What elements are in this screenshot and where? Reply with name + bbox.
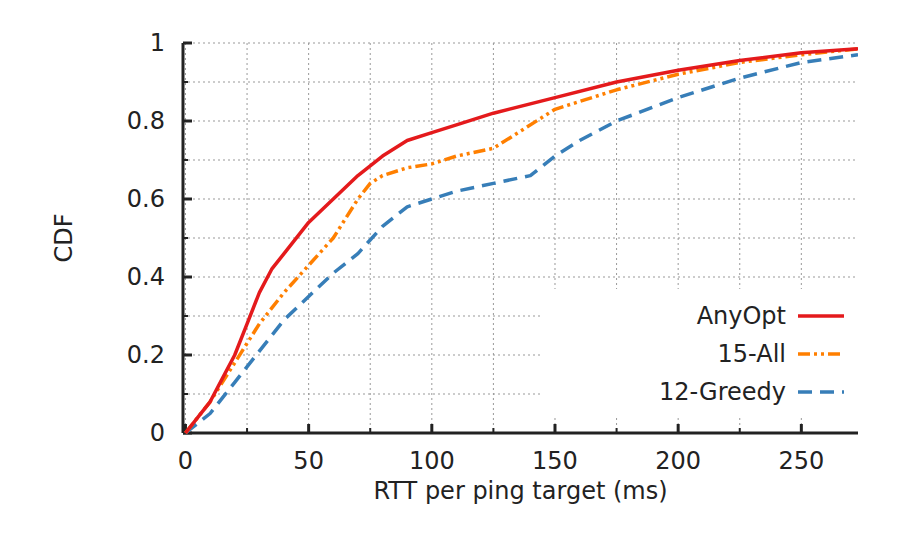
legend-label: AnyOpt bbox=[697, 302, 786, 330]
grid bbox=[183, 43, 858, 433]
y-grid-line bbox=[183, 121, 858, 122]
x-minor-grid-line bbox=[247, 43, 248, 433]
legend-label: 12-Greedy bbox=[659, 378, 786, 406]
y-grid-line bbox=[183, 277, 858, 278]
legend-box bbox=[540, 289, 858, 415]
y-tick-label: 0.2 bbox=[127, 341, 165, 369]
y-tick-label: 1 bbox=[150, 29, 165, 57]
x-tick-label: 0 bbox=[178, 447, 193, 475]
y-minor-grid-line bbox=[183, 160, 858, 161]
series-line bbox=[185, 49, 858, 433]
series-line bbox=[185, 49, 858, 433]
y-minor-grid-line bbox=[183, 82, 858, 83]
y-minor-grid-line bbox=[183, 238, 858, 239]
x-axis-label: RTT per ping target (ms) bbox=[373, 477, 667, 505]
series-line bbox=[185, 55, 858, 433]
x-axis bbox=[183, 432, 858, 435]
y-tick-label: 0.8 bbox=[127, 107, 165, 135]
legend-swatch bbox=[798, 352, 844, 356]
lines bbox=[185, 49, 858, 433]
legend-swatch bbox=[798, 314, 844, 318]
x-grid-line bbox=[431, 43, 432, 433]
y-tick-label: 0 bbox=[150, 419, 165, 447]
legend-label: 15-All bbox=[718, 340, 786, 368]
legend: AnyOpt 15-All 12-Greedy bbox=[540, 289, 858, 415]
y-axis-label: CDF bbox=[50, 213, 78, 262]
y-grid-line bbox=[183, 199, 858, 200]
x-tick-label: 250 bbox=[778, 447, 824, 475]
y-grid-line bbox=[183, 433, 858, 434]
x-tick-label: 50 bbox=[293, 447, 324, 475]
x-tick-label: 150 bbox=[532, 447, 578, 475]
axes bbox=[183, 43, 858, 433]
y-axis bbox=[182, 43, 185, 433]
x-tick-label: 100 bbox=[409, 447, 455, 475]
chart: 0 50 100 150 200 250 0 0.2 0.4 0.6 0.8 1 RTT per pin… bbox=[0, 0, 923, 554]
legend-swatch bbox=[798, 390, 844, 394]
x-tick-label: 200 bbox=[655, 447, 701, 475]
y-tick-label: 0.6 bbox=[127, 185, 165, 213]
y-tick-label: 0.4 bbox=[127, 263, 165, 291]
y-grid-line bbox=[183, 43, 858, 44]
